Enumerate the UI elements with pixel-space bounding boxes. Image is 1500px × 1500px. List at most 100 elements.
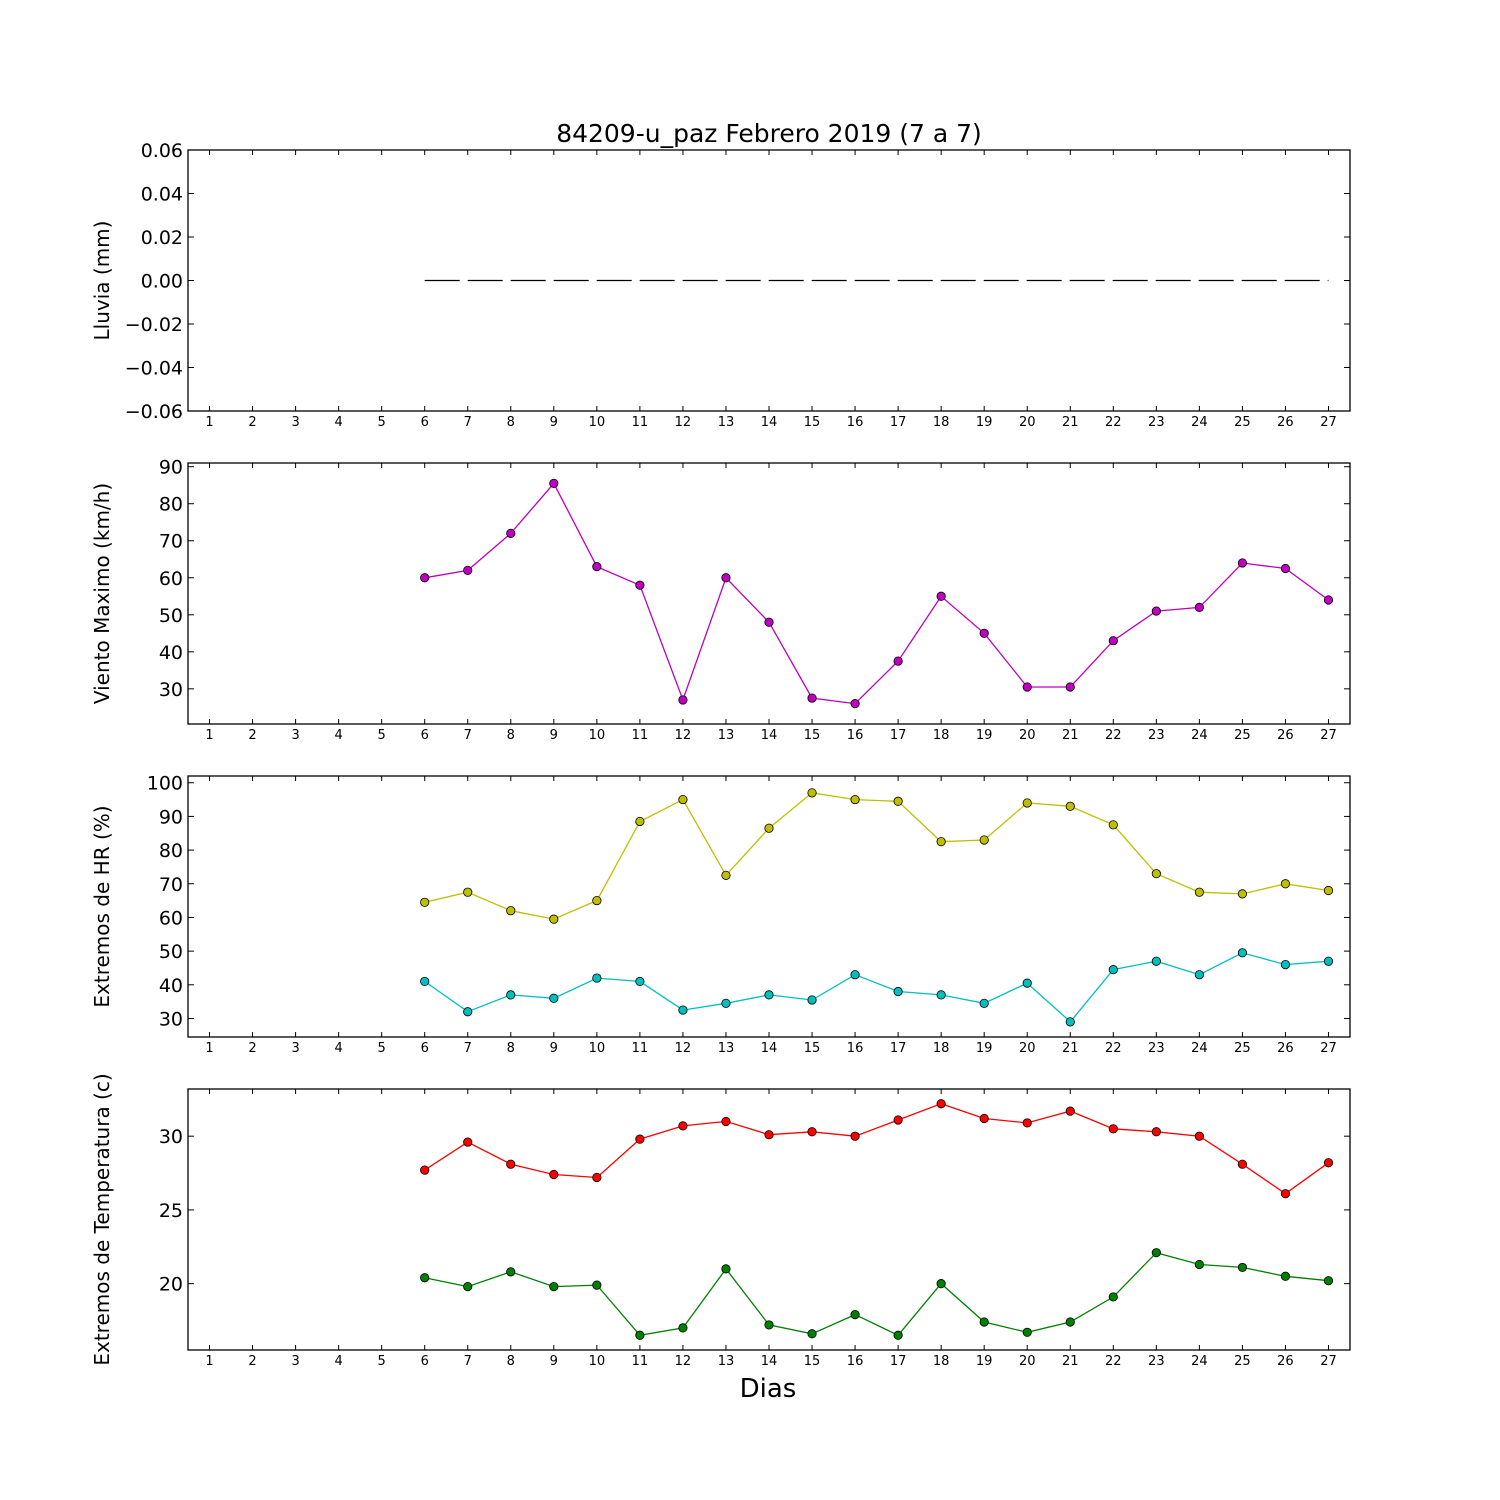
x-tick-label: 26 bbox=[1277, 415, 1294, 430]
data-point bbox=[549, 1281, 559, 1292]
x-tick-label: 5 bbox=[378, 728, 386, 743]
x-tick-label: 20 bbox=[1019, 415, 1036, 430]
data-point bbox=[1108, 1292, 1118, 1302]
data-point bbox=[807, 995, 817, 1005]
data-point bbox=[1108, 965, 1118, 975]
x-tick-label: 27 bbox=[1320, 1354, 1337, 1369]
data-point bbox=[1323, 1276, 1334, 1286]
data-point bbox=[1323, 885, 1334, 896]
x-tick-label: 18 bbox=[933, 728, 950, 743]
data-point bbox=[506, 990, 516, 1000]
plot-frame bbox=[187, 1088, 1351, 1351]
x-tick-label: 22 bbox=[1105, 728, 1122, 743]
data-point bbox=[1065, 1017, 1075, 1027]
data-point bbox=[1237, 948, 1248, 958]
x-tick-label: 8 bbox=[507, 415, 515, 430]
data-point bbox=[936, 837, 946, 847]
y-tick-label: 25 bbox=[159, 1200, 183, 1222]
data-point bbox=[592, 973, 602, 983]
data-point bbox=[1022, 1118, 1032, 1128]
x-tick-label: 27 bbox=[1320, 415, 1337, 430]
x-tick-label: 26 bbox=[1277, 1354, 1294, 1369]
data-point bbox=[463, 887, 473, 897]
data-point bbox=[420, 897, 430, 907]
y-tick-label: −0.02 bbox=[125, 314, 183, 336]
data-point bbox=[1022, 1327, 1032, 1337]
data-point bbox=[807, 1329, 817, 1339]
data-point bbox=[549, 478, 559, 488]
data-point bbox=[678, 794, 688, 805]
data-point bbox=[506, 528, 516, 538]
x-tick-label: 27 bbox=[1320, 1041, 1337, 1056]
x-tick-label: 3 bbox=[291, 728, 299, 743]
data-point bbox=[1280, 959, 1291, 970]
x-tick-label: 21 bbox=[1062, 415, 1079, 430]
x-tick-label: 24 bbox=[1191, 415, 1208, 430]
data-point bbox=[764, 1130, 774, 1140]
x-tick-label: 9 bbox=[550, 415, 558, 430]
y-tick-label: 80 bbox=[159, 494, 183, 516]
y-tick-label: 20 bbox=[159, 1274, 183, 1296]
data-point bbox=[1323, 1158, 1334, 1168]
y-tick-label: 60 bbox=[159, 568, 183, 590]
x-tick-label: 22 bbox=[1105, 1041, 1122, 1056]
panels: 0.060.040.020.00−0.02−0.04−0.06 1 2 3 4 5 6 7 8 9… bbox=[90, 140, 1351, 1369]
data-point bbox=[549, 1169, 559, 1180]
x-tick-label: 14 bbox=[761, 1041, 778, 1056]
x-tick-label: 7 bbox=[464, 415, 472, 430]
data-point bbox=[979, 1113, 989, 1124]
x-tick-label: 25 bbox=[1234, 1354, 1251, 1369]
x-tick-label: 15 bbox=[804, 415, 821, 430]
y-tick-label: 100 bbox=[147, 773, 183, 795]
x-tick-label: 5 bbox=[378, 1354, 386, 1369]
plot-frame bbox=[187, 462, 1351, 725]
x-tick-label: 14 bbox=[761, 1354, 778, 1369]
x-tick-label: 10 bbox=[589, 415, 606, 430]
data-point bbox=[635, 816, 645, 827]
x-tick-label: 8 bbox=[507, 1041, 515, 1056]
y-tick-label: −0.04 bbox=[125, 358, 183, 380]
data-point bbox=[592, 562, 602, 572]
x-tick-label: 7 bbox=[464, 1041, 472, 1056]
x-tick-label: 1 bbox=[205, 728, 213, 743]
x-tick-label: 16 bbox=[847, 415, 864, 430]
x-tick-label: 25 bbox=[1234, 1041, 1251, 1056]
data-point bbox=[1323, 956, 1334, 966]
x-tick-label: 25 bbox=[1234, 728, 1251, 743]
x-tick-label: 23 bbox=[1148, 728, 1165, 743]
data-point bbox=[1022, 682, 1032, 692]
data-point bbox=[893, 986, 903, 997]
x-tick-label: 12 bbox=[675, 415, 692, 430]
x-tick-label: 15 bbox=[804, 1354, 821, 1369]
chart-title: 84209-u_paz Febrero 2019 (7 a 7) bbox=[556, 119, 982, 148]
x-tick-label: 13 bbox=[718, 728, 735, 743]
x-tick-label: 17 bbox=[890, 1354, 907, 1369]
data-point bbox=[807, 788, 817, 798]
y-tick-label: 40 bbox=[159, 642, 183, 664]
y-axis-label: Extremos de Temperatura (c) bbox=[90, 1073, 114, 1365]
x-tick-label: 11 bbox=[632, 415, 649, 430]
data-point bbox=[764, 823, 774, 833]
data-point bbox=[635, 1330, 645, 1340]
data-point bbox=[678, 1323, 688, 1333]
x-tick-label: 14 bbox=[761, 415, 778, 430]
data-point bbox=[1280, 1271, 1291, 1281]
data-point bbox=[979, 628, 989, 638]
y-tick-label: 80 bbox=[159, 840, 183, 862]
x-tick-label: 4 bbox=[334, 728, 342, 743]
y-tick-label: 30 bbox=[159, 679, 183, 701]
x-tick-label: 12 bbox=[675, 1354, 692, 1369]
data-point bbox=[549, 993, 559, 1003]
data-point bbox=[1237, 889, 1248, 899]
x-tick-label: 10 bbox=[589, 728, 606, 743]
x-tick-label: 17 bbox=[890, 728, 907, 743]
data-point bbox=[893, 1330, 903, 1340]
x-tick-label: 22 bbox=[1105, 1354, 1122, 1369]
data-point bbox=[721, 870, 731, 880]
x-tick-label: 17 bbox=[890, 1041, 907, 1056]
data-point bbox=[592, 1172, 602, 1183]
data-point bbox=[936, 591, 946, 601]
